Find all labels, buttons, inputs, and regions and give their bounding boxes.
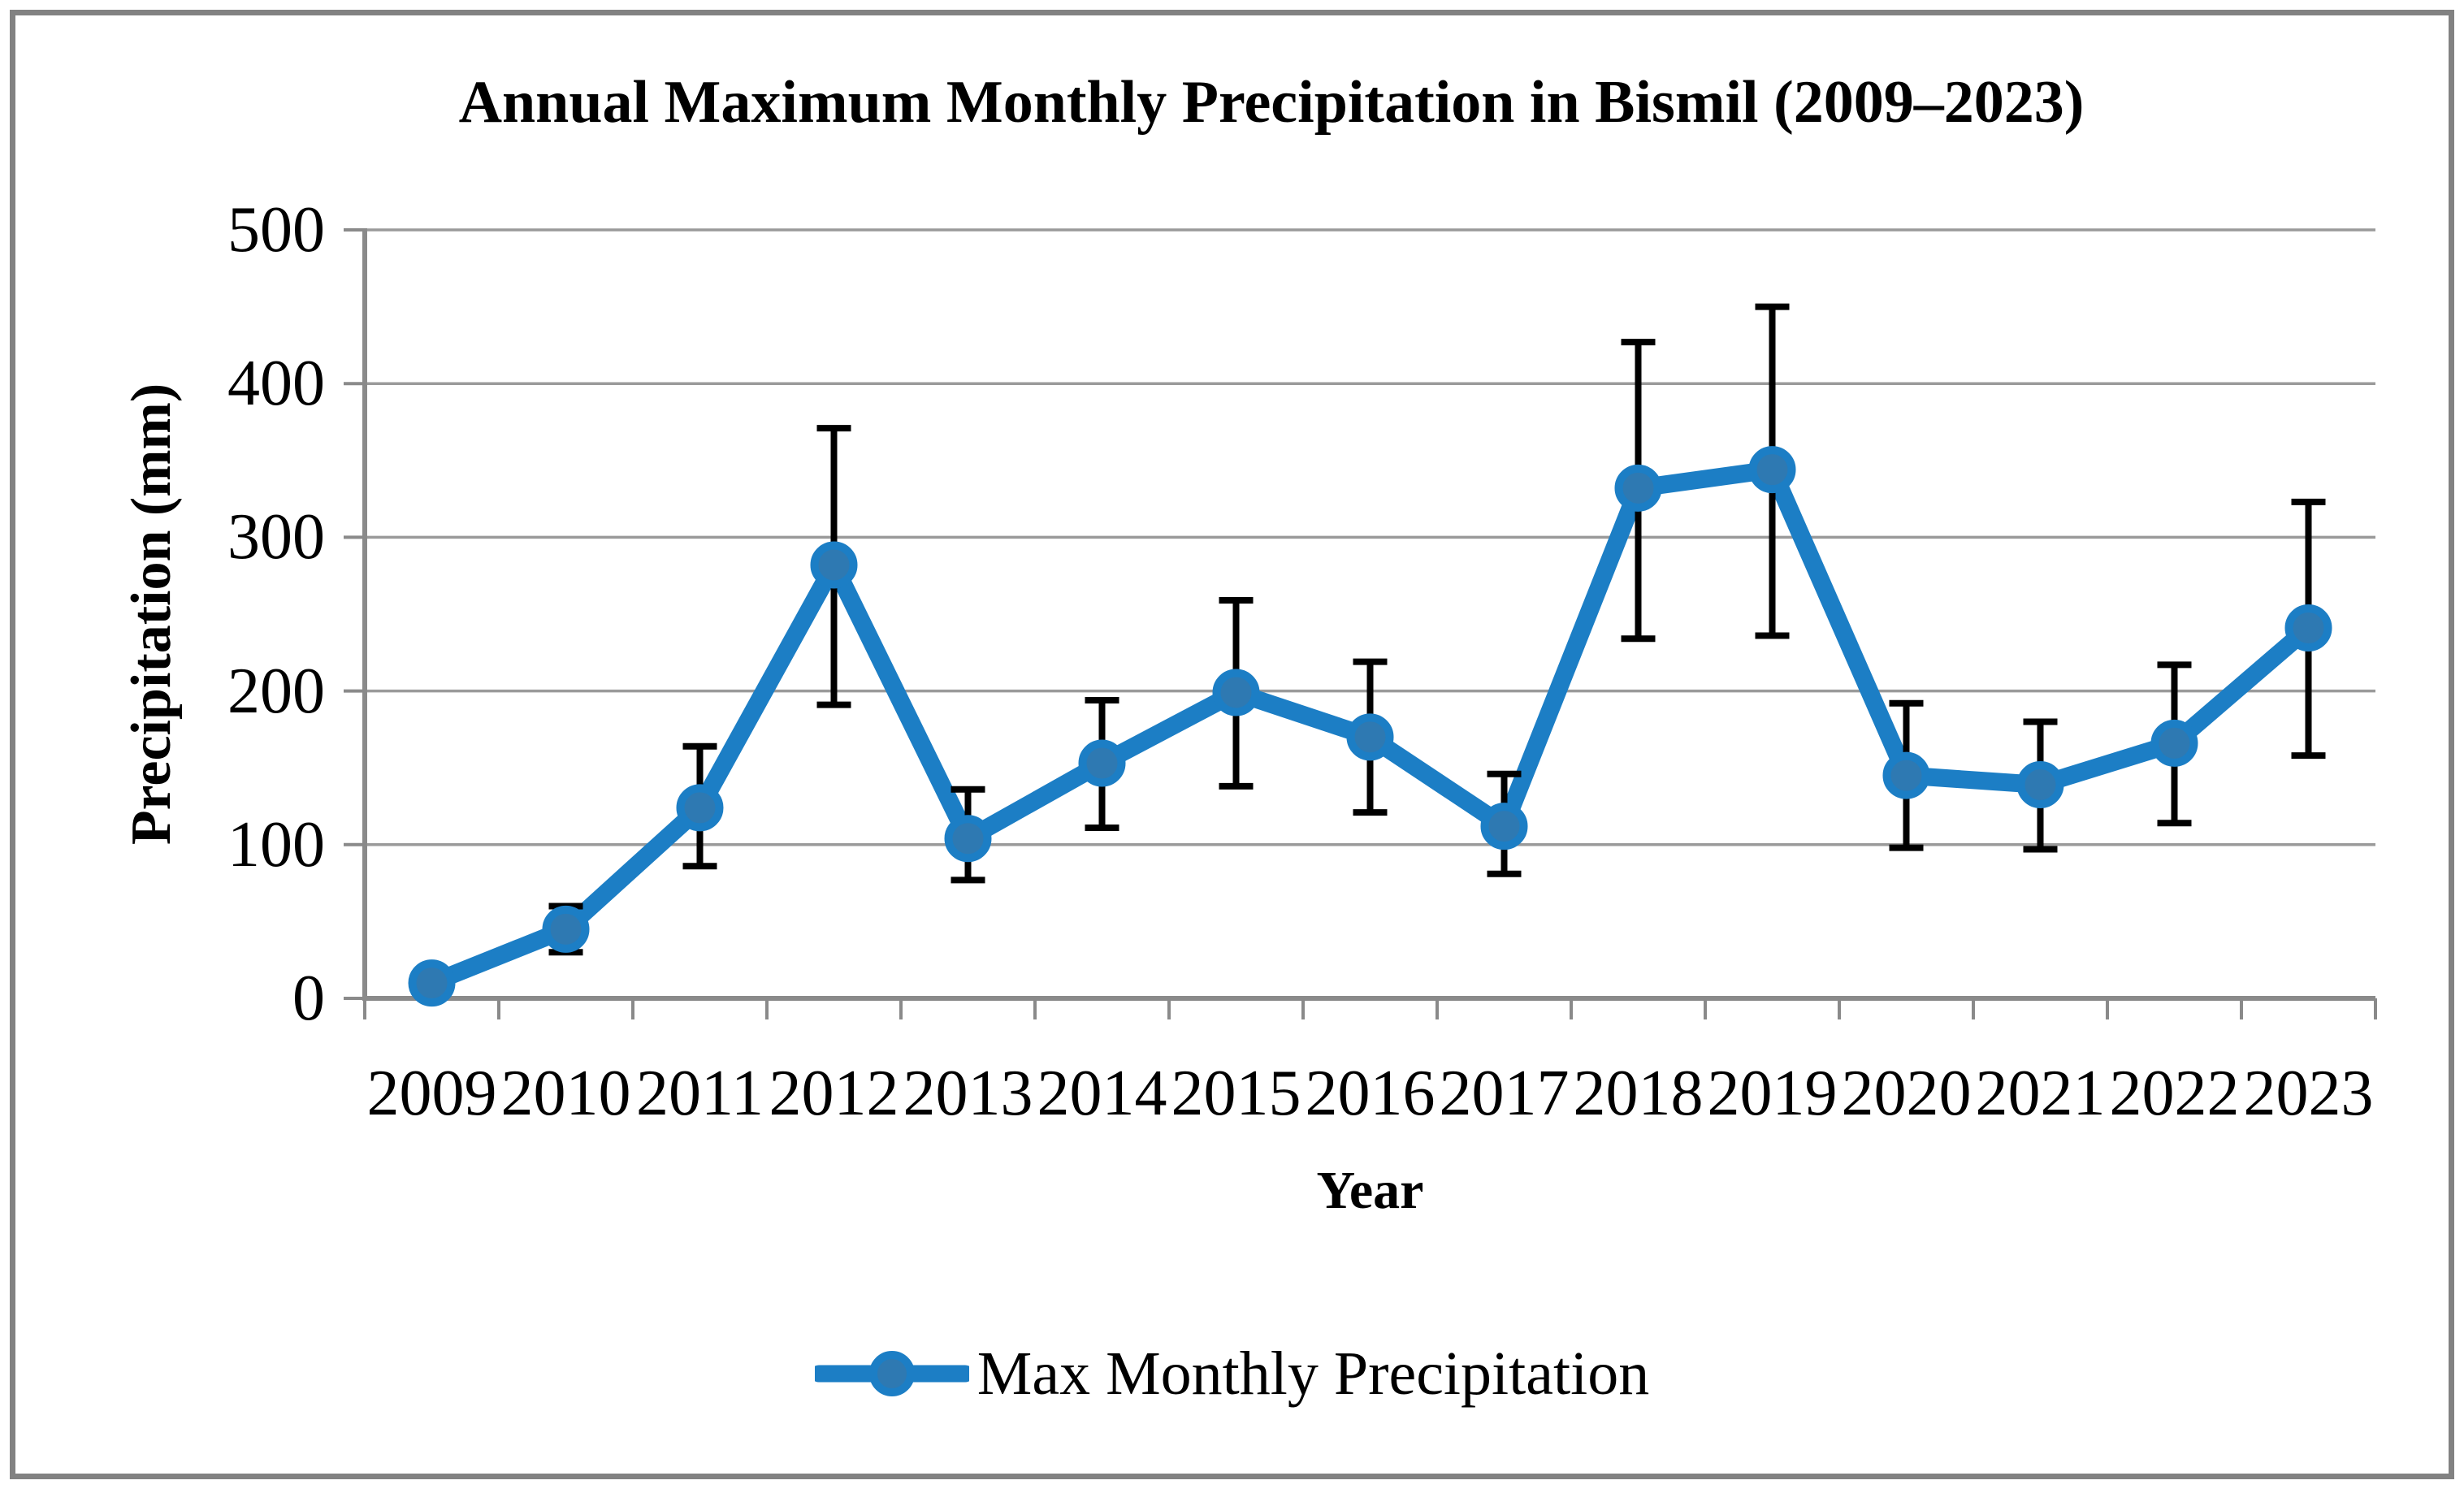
x-tick-label: 2017	[1439, 1058, 1570, 1129]
data-point-marker	[1748, 446, 1796, 494]
x-tick-label: 2018	[1573, 1058, 1704, 1129]
data-point-marker	[1882, 751, 1930, 799]
y-tick-label: 100	[227, 808, 325, 881]
data-point-marker	[2150, 719, 2198, 767]
y-tick-label: 500	[227, 194, 325, 266]
x-tick-label: 2009	[366, 1058, 497, 1129]
legend-label: Max Monthly Precipitation	[977, 1339, 1650, 1408]
x-tick-label: 2014	[1037, 1058, 1167, 1129]
data-point-marker	[1212, 669, 1260, 716]
data-point-marker	[2016, 761, 2064, 809]
y-tick-label: 0	[292, 963, 325, 1034]
data-point-marker	[542, 905, 590, 953]
x-tick-label: 2022	[2109, 1058, 2240, 1129]
data-point-marker	[1480, 803, 1528, 851]
legend: Max Monthly Precipitation	[0, 1333, 2464, 1414]
legend-swatch-svg	[810, 1351, 974, 1396]
chart-title: Annual Maximum Monthly Precipitation in …	[458, 69, 2085, 136]
data-point-marker	[676, 784, 724, 832]
y-tick-label: 400	[227, 348, 325, 420]
y-tick-label: 200	[227, 655, 325, 727]
x-tick-label: 2016	[1305, 1058, 1436, 1129]
data-point-marker	[2284, 604, 2332, 652]
x-axis-title: Year	[1316, 1161, 1424, 1220]
data-point-marker	[1346, 713, 1394, 761]
x-tick-label: 2015	[1171, 1058, 1301, 1129]
x-tick-label: 2011	[635, 1058, 764, 1129]
y-tick-label: 300	[227, 501, 325, 574]
data-point-marker	[1614, 464, 1662, 512]
x-tick-label: 2012	[769, 1058, 899, 1129]
data-point-marker	[408, 959, 456, 1007]
legend-marker	[868, 1351, 915, 1396]
x-tick-label: 2019	[1707, 1058, 1838, 1129]
legend-line-marker-swatch	[810, 1333, 974, 1414]
data-point-marker	[944, 815, 992, 863]
x-tick-label: 2021	[1975, 1058, 2106, 1129]
data-point-marker	[810, 541, 858, 589]
data-point-marker	[1078, 739, 1126, 787]
x-tick-label: 2020	[1841, 1058, 1972, 1129]
x-tick-label: 2010	[500, 1058, 631, 1129]
x-tick-label: 2023	[2243, 1058, 2374, 1129]
x-tick-label: 2013	[903, 1058, 1033, 1129]
